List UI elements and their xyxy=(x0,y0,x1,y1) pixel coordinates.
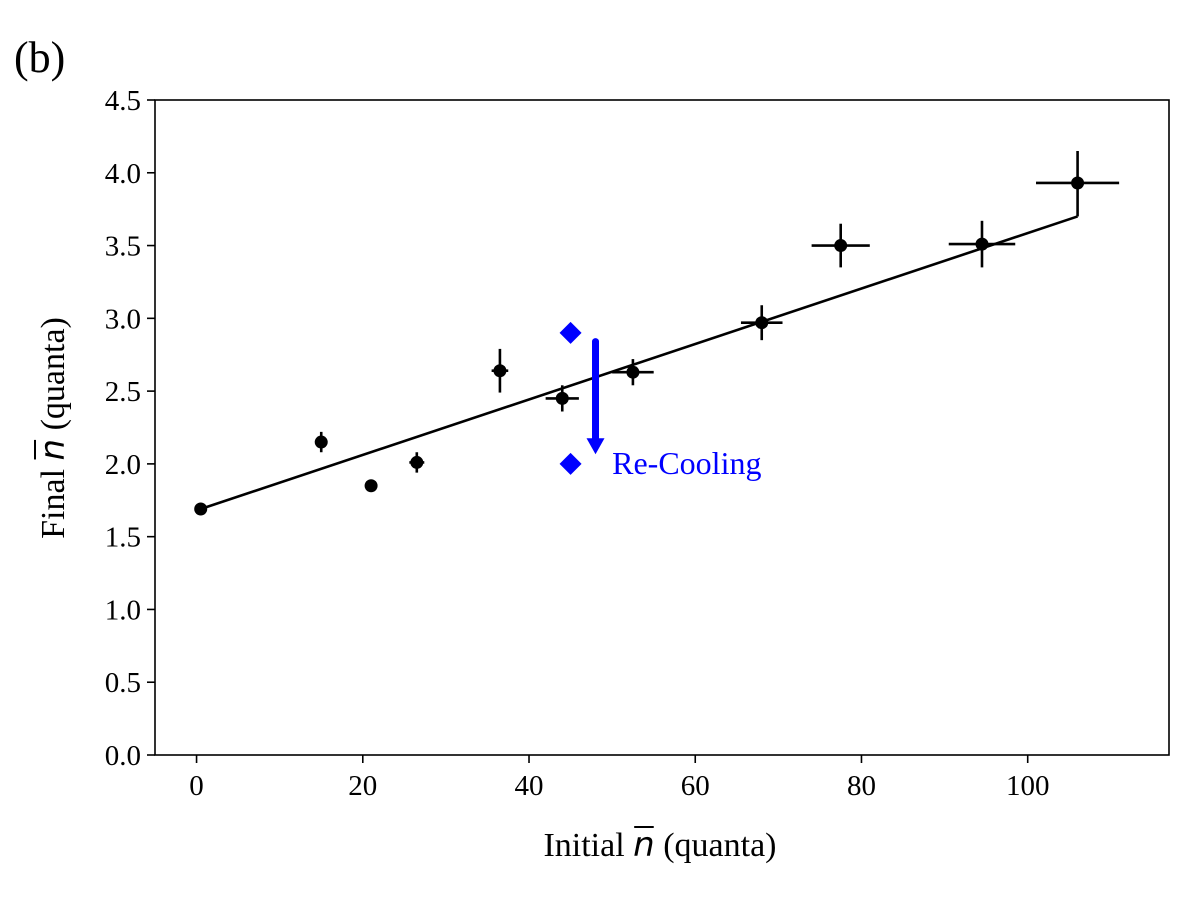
data-point xyxy=(194,502,208,516)
plot-frame xyxy=(154,99,1170,756)
data-point xyxy=(612,359,654,386)
re-cooling-points xyxy=(559,321,582,475)
y-axis-label: Final n (quanta) xyxy=(33,317,73,539)
y-axis-label-symbol: n xyxy=(33,439,73,461)
y-axis-label-suffix: (quanta) xyxy=(35,317,72,439)
y-axis-label-prefix: Final xyxy=(35,460,72,538)
data-point xyxy=(948,220,1016,268)
y-tick-label: 3.5 xyxy=(105,231,141,263)
y-tick-label: 2.5 xyxy=(105,376,141,408)
re-cooling-annotation: Re-Cooling xyxy=(586,338,761,481)
data-points xyxy=(194,150,1120,516)
point-marker xyxy=(1071,176,1085,190)
data-point xyxy=(314,431,328,453)
x-tick-label: 0 xyxy=(189,770,204,802)
data-point xyxy=(545,385,579,412)
x-tick-label: 100 xyxy=(1006,770,1050,802)
x-axis-label-prefix: Initial xyxy=(543,827,633,864)
point-marker xyxy=(975,237,989,251)
y-tick-label: 2.0 xyxy=(105,449,141,481)
point-marker xyxy=(410,455,424,469)
y-tick-label: 4.5 xyxy=(105,85,141,117)
data-point xyxy=(740,305,783,341)
point-marker xyxy=(364,479,378,493)
data-point xyxy=(1036,150,1120,215)
x-axis-label-symbol: n xyxy=(633,825,655,865)
x-tick-label: 20 xyxy=(348,770,377,802)
point-marker xyxy=(194,502,208,516)
y-tick-label: 1.0 xyxy=(105,594,141,626)
y-tick-label: 4.0 xyxy=(105,158,141,190)
data-point xyxy=(364,479,378,493)
x-axis-label: Initial n (quanta) xyxy=(543,825,776,865)
y-tick-label: 0.5 xyxy=(105,667,141,699)
data-point xyxy=(409,452,425,473)
recooling-marker xyxy=(559,452,582,475)
fit-line-group xyxy=(200,214,1079,511)
data-point xyxy=(491,348,509,393)
x-tick-label: 60 xyxy=(681,770,710,802)
x-tick-label: 80 xyxy=(847,770,876,802)
point-marker xyxy=(493,364,507,378)
point-marker xyxy=(555,391,569,405)
data-point xyxy=(811,223,870,268)
fit-line xyxy=(200,215,1078,511)
y-tick-label: 0.0 xyxy=(105,740,141,772)
y-tick-label: 3.0 xyxy=(105,303,141,335)
x-tick-label: 40 xyxy=(515,770,544,802)
recooling-label: Re-Cooling xyxy=(612,445,761,481)
x-axis-ticks: 0 20 40 60 80 100 xyxy=(189,755,1049,802)
x-axis-label-suffix: (quanta) xyxy=(655,827,777,864)
y-axis-ticks: 0.0 0.5 1.0 1.5 2.0 2.5 3.0 3.5 4.0 4.5 xyxy=(105,85,155,772)
recooling-marker xyxy=(559,321,582,344)
point-marker xyxy=(834,239,848,253)
recooling-arrow-head xyxy=(586,438,605,455)
panel-label: (b) xyxy=(14,33,65,82)
point-marker xyxy=(626,365,640,379)
point-marker xyxy=(314,435,328,449)
point-marker xyxy=(755,316,769,330)
y-tick-label: 1.5 xyxy=(105,522,141,554)
